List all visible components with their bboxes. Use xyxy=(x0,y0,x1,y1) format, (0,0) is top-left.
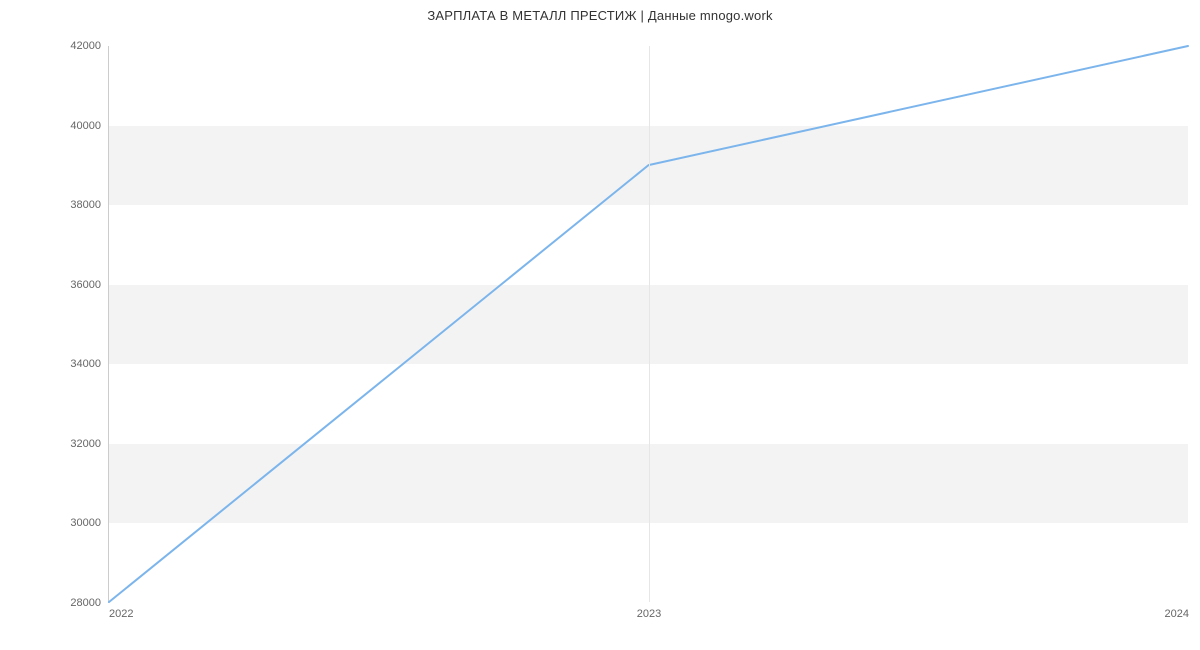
y-tick-label: 38000 xyxy=(70,199,101,211)
y-tick-label: 32000 xyxy=(70,438,101,450)
chart-title: ЗАРПЛАТА В МЕТАЛЛ ПРЕСТИЖ | Данные mnogo… xyxy=(0,8,1200,23)
y-tick-label: 34000 xyxy=(70,358,101,370)
x-tick-label: 2022 xyxy=(109,608,133,620)
y-tick-label: 42000 xyxy=(70,40,101,52)
grid-line-vertical xyxy=(649,46,650,602)
x-tick-label: 2024 xyxy=(1165,608,1189,620)
y-tick-label: 30000 xyxy=(70,517,101,529)
y-tick-label: 36000 xyxy=(70,279,101,291)
y-tick-label: 28000 xyxy=(70,597,101,609)
y-tick-label: 40000 xyxy=(70,120,101,132)
plot-area: 2800030000320003400036000380004000042000… xyxy=(108,46,1188,603)
x-tick-label: 2023 xyxy=(637,608,661,620)
salary-line-chart: ЗАРПЛАТА В МЕТАЛЛ ПРЕСТИЖ | Данные mnogo… xyxy=(0,0,1200,650)
